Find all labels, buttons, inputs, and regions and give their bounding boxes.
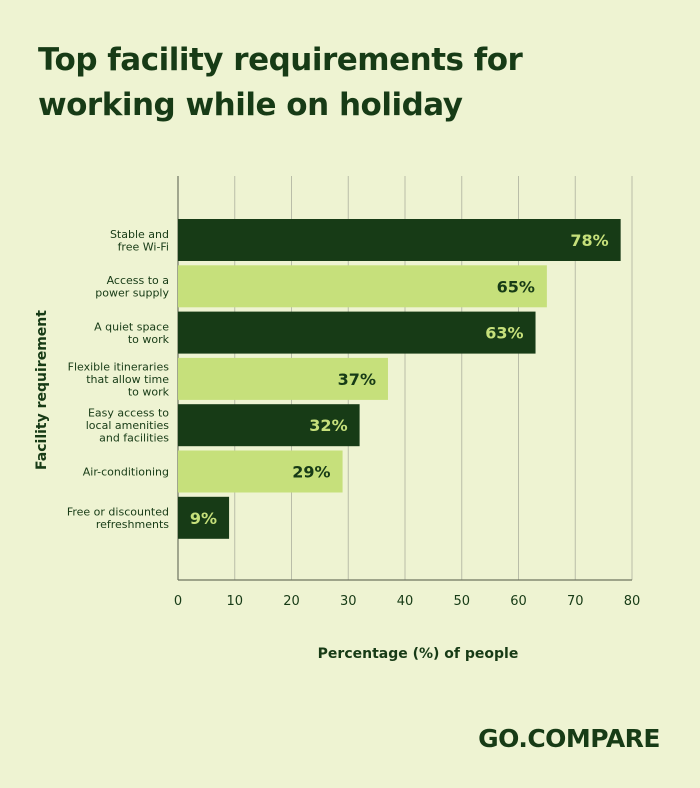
bar-value-label: 32%	[309, 416, 347, 435]
bar-value-label: 29%	[292, 463, 330, 482]
bar-value-label: 63%	[485, 324, 523, 343]
bar-value-label: 78%	[570, 231, 608, 250]
x-tick-label: 60	[510, 594, 527, 609]
x-tick-label: 70	[567, 594, 584, 609]
bar-value-label: 37%	[338, 370, 376, 389]
chart-title-line-1: Top facility requirements for	[38, 42, 523, 78]
brand-logo: GO.COMPARE	[478, 724, 660, 753]
bar	[178, 265, 547, 308]
chart-title: Top facility requirements for working wh…	[38, 38, 658, 128]
bar	[178, 496, 230, 539]
x-tick-label: 40	[397, 594, 414, 609]
x-tick-label: 50	[453, 594, 470, 609]
bar	[178, 219, 621, 261]
category-label: A quiet space to work	[94, 320, 170, 346]
bar	[178, 404, 360, 447]
category-label: Free or discounted refreshments	[67, 506, 169, 532]
x-tick-label: 0	[174, 594, 182, 609]
x-tick-label: 10	[226, 594, 243, 609]
bar	[178, 450, 343, 493]
category-label: Access to a power supply	[95, 274, 169, 300]
x-tick-label: 30	[340, 594, 357, 609]
category-label: Air-conditioning	[83, 466, 169, 479]
category-label: Flexible itineraries that allow time to wo…	[68, 360, 170, 398]
chart-title-line-2: working while on holiday	[38, 87, 463, 123]
x-tick-label: 80	[624, 594, 641, 609]
bar-value-label: 65%	[497, 277, 535, 296]
category-label: Easy access to local amenities and facilit…	[86, 407, 170, 445]
bar	[178, 357, 388, 400]
y-axis-label: Facility requirement	[34, 310, 50, 470]
x-axis-label: Percentage (%) of people	[317, 646, 519, 662]
category-label: Stable and free Wi-Fi	[110, 228, 169, 254]
x-tick-label: 20	[283, 594, 300, 609]
bar	[178, 311, 536, 354]
bar-value-label: 9%	[190, 509, 217, 528]
